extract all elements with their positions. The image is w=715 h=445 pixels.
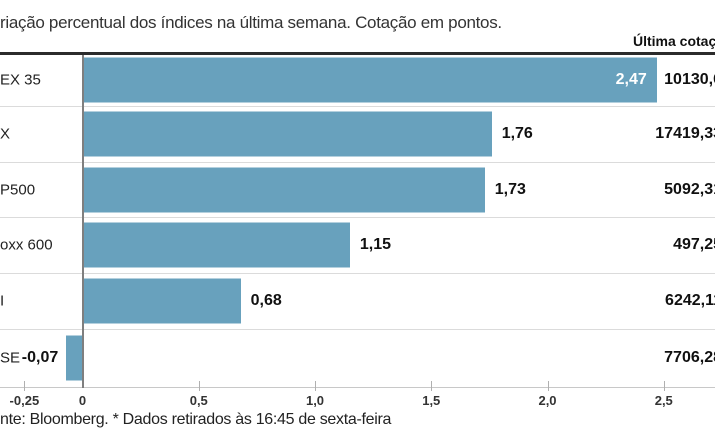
bar-value-label: 2,47 xyxy=(615,71,647,89)
bar-value-label: -0,07 xyxy=(21,349,59,366)
x-axis-tick-label: -0,25 xyxy=(9,393,40,408)
chart-row: EX 35 2,47 10130,6 xyxy=(0,55,715,107)
header-rule xyxy=(0,52,715,55)
x-axis-tick-label: 0 xyxy=(78,393,87,408)
x-axis-tick xyxy=(198,380,200,391)
row-label: SE xyxy=(0,349,21,367)
quote-value: 6242,11 xyxy=(665,292,715,309)
chart-row: P500 1,73 5092,31 xyxy=(0,163,715,218)
x-axis-tick xyxy=(315,380,316,391)
quote-value: 5092,31 xyxy=(664,180,715,198)
x-axis-tick-label: 1,0 xyxy=(305,393,325,408)
bar xyxy=(82,57,657,103)
chart-row: X 1,76 17419,33 xyxy=(0,107,715,163)
bar xyxy=(82,222,350,268)
bar xyxy=(66,335,83,381)
x-axis-tick-label: 2,0 xyxy=(538,393,557,408)
x-axis-tick-label: 1,5 xyxy=(422,393,441,408)
bar-value-label: 0,68 xyxy=(250,292,282,309)
x-axis-tick xyxy=(663,380,665,391)
quote-value: 497,25 xyxy=(673,236,715,254)
source-footnote: nte: Bloomberg. * Dados retirados às 16:… xyxy=(0,411,392,428)
x-axis-tick-label: 0,5 xyxy=(189,393,208,408)
bar-value-label: 1,15 xyxy=(359,236,392,254)
row-label: I xyxy=(0,292,5,310)
row-label: P500 xyxy=(0,181,36,199)
quote-value: 17419,33 xyxy=(655,125,715,143)
row-label: EX 35 xyxy=(0,71,41,89)
quote-value: 10130,6 xyxy=(664,71,715,89)
row-label: X xyxy=(0,125,11,143)
x-axis-tick-label: 2,5 xyxy=(654,393,673,408)
quote-value: 7706,28 xyxy=(664,349,715,366)
chart-row: SE -0,07 7706,28 xyxy=(0,330,715,388)
bar-value-label: 1,76 xyxy=(501,125,533,143)
x-axis-tick xyxy=(547,380,549,391)
chart-subtitle: riação percentual dos índices na última … xyxy=(0,13,502,32)
bar-rows: EX 35 2,47 10130,6 X 1,76 17419,33 P500 … xyxy=(0,55,715,388)
quote-column-header: Última cotaç xyxy=(633,33,715,49)
row-label: oxx 600 xyxy=(0,236,53,254)
x-axis-tick xyxy=(431,380,433,391)
bar xyxy=(82,278,241,324)
bar-value-label: 1,73 xyxy=(494,180,526,198)
x-axis-tick xyxy=(24,380,26,391)
bar xyxy=(82,167,485,213)
zero-axis-line xyxy=(82,54,84,388)
bar xyxy=(82,111,492,157)
chart-row: I 0,68 6242,11 xyxy=(0,274,715,330)
chart-row: oxx 600 1,15 497,25 xyxy=(0,218,715,274)
